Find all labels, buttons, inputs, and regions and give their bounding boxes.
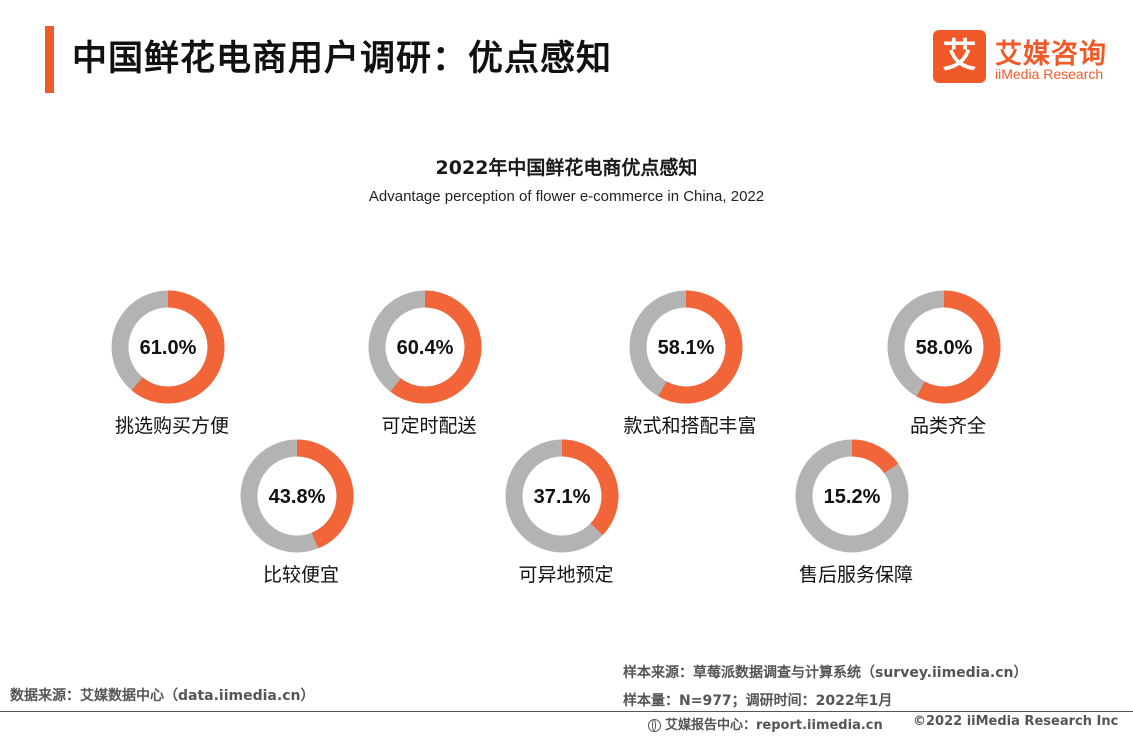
logo-english-name: iiMedia Research bbox=[995, 66, 1104, 82]
sample-source: 样本来源：草莓派数据调查与计算系统（survey.iimedia.cn） bbox=[623, 665, 1028, 681]
footer-divider bbox=[0, 711, 1133, 712]
donut-3: 58.1% 款式和搭配丰富 bbox=[623, 290, 757, 437]
donut-value-arc bbox=[505, 439, 619, 553]
donut-category-label: 品类齐全 bbox=[910, 415, 986, 437]
donut-4: 58.0% 品类齐全 bbox=[887, 290, 1001, 437]
sample-size: 样本量：N=977；调研时间：2022年1月 bbox=[623, 693, 893, 709]
donut-6: 37.1% 可异地预定 bbox=[505, 439, 619, 586]
report-center-text: 艾媒报告中心：report.iimedia.cn bbox=[665, 718, 883, 733]
donut-category-label: 挑选购买方便 bbox=[115, 415, 229, 437]
chart-subtitle: Advantage perception of flower e-commerc… bbox=[368, 188, 765, 205]
title-accent-bar bbox=[45, 26, 54, 93]
copyright: ©2022 iiMedia Research Inc bbox=[913, 714, 1119, 729]
data-source: 数据来源：艾媒数据中心（data.iimedia.cn） bbox=[10, 688, 315, 704]
donut-value-label: 60.4% bbox=[397, 337, 454, 359]
donut-1: 61.0% 挑选购买方便 bbox=[111, 290, 229, 437]
donut-value-label: 15.2% bbox=[824, 486, 881, 508]
donut-value-label: 37.1% bbox=[534, 486, 591, 508]
donut-value-arc bbox=[240, 439, 354, 553]
donut-category-label: 款式和搭配丰富 bbox=[623, 415, 756, 437]
donut-category-label: 可定时配送 bbox=[381, 415, 476, 437]
donut-7: 15.2% 售后服务保障 bbox=[795, 439, 913, 586]
donut-value-arc bbox=[629, 290, 743, 404]
donut-value-label: 43.8% bbox=[269, 486, 326, 508]
donut-value-arc bbox=[368, 290, 482, 404]
logo-chinese-name: 艾媒咨询 bbox=[995, 39, 1107, 70]
globe-icon bbox=[648, 719, 661, 732]
donut-5: 43.8% 比较便宜 bbox=[240, 439, 354, 586]
donut-category-label: 比较便宜 bbox=[263, 564, 339, 586]
donut-2: 60.4% 可定时配送 bbox=[368, 290, 482, 437]
report-center: 艾媒报告中心：report.iimedia.cn bbox=[648, 714, 883, 733]
logo-mark: 艾 bbox=[933, 30, 986, 83]
donut-category-label: 可异地预定 bbox=[518, 564, 613, 586]
page-title: 中国鲜花电商用户调研：优点感知 bbox=[72, 39, 613, 79]
iimedia-logo: 艾 艾媒咨询 iiMedia Research bbox=[933, 30, 1118, 86]
donut-value-label: 61.0% bbox=[140, 337, 197, 359]
donut-category-label: 售后服务保障 bbox=[799, 564, 913, 586]
donut-value-arc bbox=[887, 290, 1001, 404]
logo-mark-glyph: 艾 bbox=[942, 36, 977, 76]
donut-value-label: 58.1% bbox=[658, 337, 715, 359]
chart-title: 2022年中国鲜花电商优点感知 bbox=[435, 157, 698, 179]
donut-value-label: 58.0% bbox=[916, 337, 973, 359]
donut-value-arc bbox=[795, 439, 909, 553]
donut-value-arc bbox=[111, 290, 225, 404]
